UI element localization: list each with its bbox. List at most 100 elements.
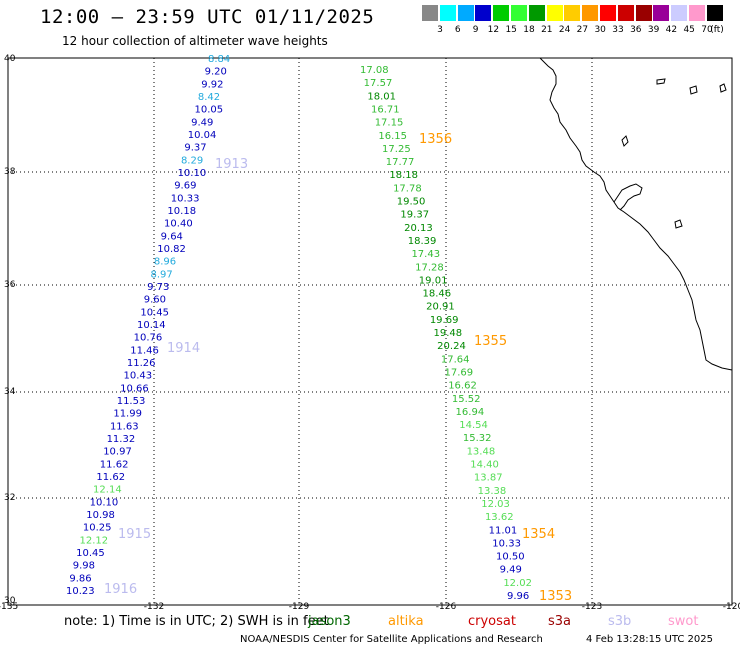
swh-value: 12.02 [503, 578, 532, 589]
colorbar-label: 30 [594, 25, 606, 35]
latitude-label: 40 [4, 54, 16, 64]
colorbar-swatch [422, 5, 438, 21]
swh-value: 13.48 [467, 446, 496, 457]
swh-value: 12.14 [93, 485, 122, 496]
bay [613, 183, 643, 211]
altimeter-tracks: 8.849.209.928.4210.059.4910.049.378.2910… [66, 54, 532, 602]
colorbar-swatch [689, 5, 705, 21]
swh-value: 10.18 [167, 206, 196, 217]
latitude-label: 36 [4, 280, 16, 290]
longitude-label: -123 [581, 602, 603, 612]
swh-value: 9.86 [69, 573, 91, 584]
pass-label: 1353 [539, 589, 572, 604]
swh-value: 10.45 [140, 307, 169, 318]
swh-value: 18.18 [389, 170, 418, 181]
footer-credit: NOAA/NESDIS Center for Satellite Applica… [240, 634, 543, 645]
swh-value: 10.82 [157, 244, 186, 255]
swh-value: 17.25 [382, 144, 411, 155]
swh-value: 17.69 [445, 367, 474, 378]
legend-s3b: s3b [608, 614, 632, 629]
swh-value: 10.50 [496, 552, 525, 563]
timestamp: 4 Feb 13:28:15 UTC 2025 [586, 634, 713, 645]
swh-value: 17.78 [393, 183, 422, 194]
colorbar-label: 21 [541, 25, 553, 35]
swh-value: 11.53 [117, 396, 146, 407]
longitude-label: -135 [0, 602, 19, 612]
swh-value: 9.37 [184, 143, 206, 154]
swh-value: 13.62 [485, 512, 514, 523]
colorbar-swatch [564, 5, 581, 21]
swh-value: 10.10 [90, 497, 119, 508]
swh-value: 10.97 [103, 447, 132, 458]
swh-value: 16.94 [456, 407, 485, 418]
swh-value: 9.98 [73, 561, 95, 572]
swh-value: 11.63 [110, 421, 139, 432]
pass-label: 1915 [118, 527, 151, 542]
swh-value: 9.60 [144, 295, 166, 306]
colorbar-label: 70 [701, 25, 713, 35]
longitude-label: -120 [722, 602, 740, 612]
pass-label: 1916 [104, 582, 137, 597]
map-title: 12:00 – 23:59 UTC 01/11/2025 [40, 6, 375, 28]
swh-value: 10.66 [120, 383, 149, 394]
colorbar-swatch [671, 5, 688, 21]
swh-value: 17.43 [411, 249, 440, 260]
swh-value: 17.15 [375, 118, 404, 129]
swh-value: 9.49 [500, 565, 522, 576]
map-frame [7, 57, 733, 606]
swh-value: 17.77 [386, 157, 415, 168]
colorbar-label: 27 [576, 25, 589, 35]
legend-swot: swot [668, 614, 699, 629]
swh-value: 9.96 [507, 591, 529, 602]
swh-value: 8.96 [154, 257, 176, 268]
swh-value: 10.14 [137, 320, 166, 331]
legend-s3a: s3a [548, 614, 572, 629]
swh-value: 10.43 [123, 371, 152, 382]
channel-island-3 [621, 135, 629, 147]
swh-value: 16.71 [371, 104, 400, 115]
colorbar-swatch [457, 5, 474, 21]
pass-label: 1355 [474, 334, 507, 349]
colorbar-swatch [706, 5, 723, 21]
colorbar-label: 24 [558, 25, 571, 35]
swh-value: 9.49 [191, 117, 213, 128]
swh-value: 12.12 [80, 535, 109, 546]
pass-label: 1354 [522, 527, 555, 542]
longitude-label: -126 [435, 602, 457, 612]
colorbar-label: 33 [612, 25, 624, 35]
swh-value: 8.42 [198, 92, 220, 103]
swh-value: 18.46 [422, 289, 451, 300]
swh-value: 16.15 [378, 131, 407, 142]
colorbar-label: 36 [630, 25, 642, 35]
swh-value: 9.20 [205, 67, 227, 78]
swh-value: 11.62 [100, 459, 129, 470]
swh-value: 9.73 [147, 282, 169, 293]
swh-value: 11.26 [127, 358, 156, 369]
swh-value: 9.92 [201, 79, 223, 90]
legend-altika: altika [388, 614, 424, 629]
swh-value: 10.98 [86, 510, 115, 521]
map-subtitle: 12 hour collection of altimeter wave hei… [62, 34, 328, 48]
colorbar-swatch [617, 5, 634, 21]
swh-value: 10.33 [492, 538, 521, 549]
swh-value: 10.33 [171, 193, 200, 204]
pass-label: 1356 [419, 132, 452, 147]
swh-value: 11.99 [113, 409, 142, 420]
colorbar-label: 18 [523, 25, 535, 35]
swh-value: 8.29 [181, 155, 203, 166]
swh-value: 11.32 [107, 434, 136, 445]
colorbar-label: 15 [505, 25, 517, 35]
swh-value: 10.76 [134, 333, 163, 344]
pass-label: 1913 [215, 157, 248, 172]
note-text: note: 1) Time is in UTC; 2) SWH is in fe… [64, 614, 329, 629]
latitude-label: 34 [4, 387, 16, 397]
channel-island-4 [674, 219, 683, 229]
latitude-label: 30 [4, 596, 16, 606]
longitude-label: -129 [288, 602, 310, 612]
swh-value: 19.50 [397, 197, 426, 208]
channel-island-2 [689, 85, 698, 95]
swh-value: 16.62 [448, 381, 477, 392]
colorbar-label: 12 [487, 25, 500, 35]
colorbar-swatch [493, 5, 510, 21]
